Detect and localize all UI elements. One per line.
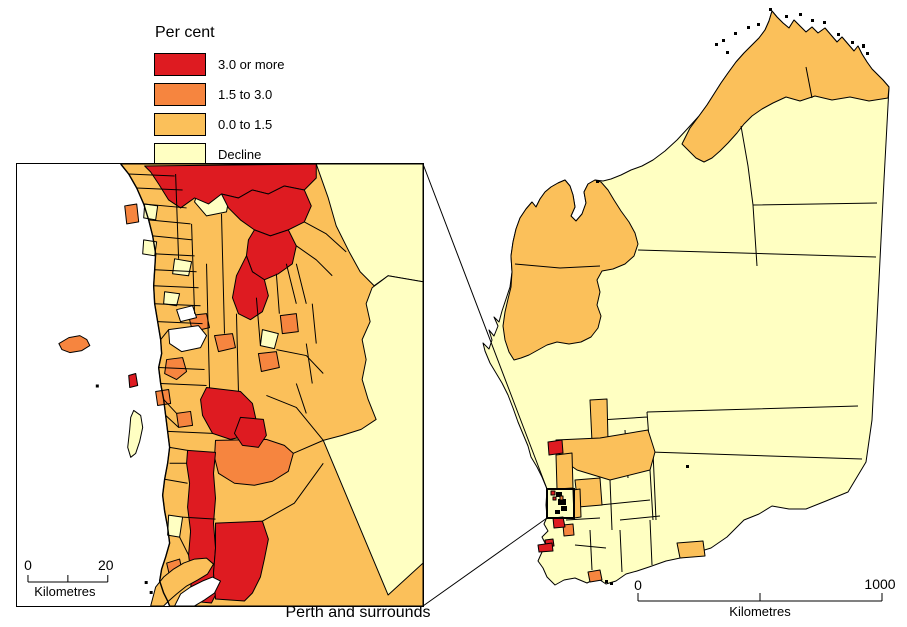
inset-scalebar-end: 20 [98,557,114,573]
inset-caption: Perth and surrounds [285,604,431,621]
inset-scalebar-start: 0 [24,557,32,573]
inset-frame: 0 20 Kilometres [16,163,424,607]
inset-coastline [120,164,171,606]
callout-lines [422,163,548,607]
legend-label: Decline [218,147,262,162]
coastal-specks [596,8,869,585]
legend-item: Decline [154,143,284,166]
legend-item: 0.0 to 1.5 [154,113,284,136]
main-scalebar-start: 0 [634,577,642,593]
main-scalebar-end: 1000 [864,576,895,592]
inset-water-bodies [168,305,221,606]
main-scalebar: 0 1000 Kilometres [634,576,896,619]
perth-extent-rectangle [546,488,575,519]
legend-label: 1.5 to 3.0 [218,87,273,102]
legend-label: 0.0 to 1.5 [218,117,273,132]
main-scalebar-unit: Kilometres [729,604,791,619]
inset-scalebar: 0 20 Kilometres [24,557,114,599]
legend-item: 1.5 to 3.0 [154,83,284,106]
legend-title: Per cent [155,24,215,41]
legend: Per cent 3.0 or more 1.5 to 3.0 0.0 to 1… [154,24,284,173]
legend-item: 3.0 or more [154,53,284,76]
midwest-region [502,179,639,361]
legend-swatch-0-to-1-5 [154,113,206,136]
legend-label: 3.0 or more [218,57,285,72]
inset-scalebar-unit: Kilometres [34,584,96,599]
inset-metro-boundaries [128,173,347,556]
inset-map: 0 20 Kilometres [24,164,423,606]
kimberley-region [681,10,890,163]
inset-islands [58,335,215,606]
southwest-patches [537,398,706,583]
legend-swatch-3-or-more [154,53,206,76]
legend-swatch-1-5-to-3 [154,83,206,106]
